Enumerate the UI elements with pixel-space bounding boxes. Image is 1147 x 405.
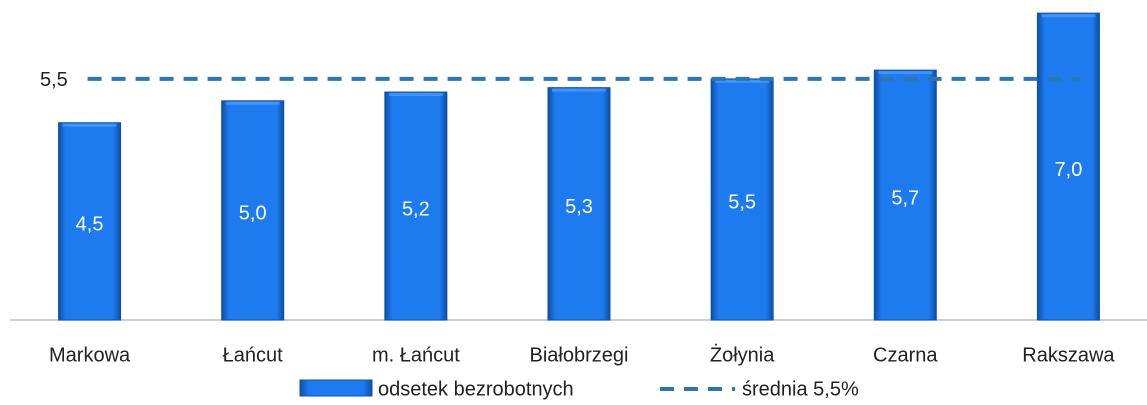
bar-highlight [715,79,770,83]
x-tick-label: Markowa [49,344,131,366]
bar [547,87,611,321]
bar [384,91,448,321]
bar-highlight [552,88,606,92]
data-label: 7,0 [1055,159,1083,181]
legend-label: odsetek bezrobotnych [378,378,574,400]
data-label: 5,0 [239,203,267,225]
legend-label: średnia 5,5% [742,378,859,400]
bar [58,122,122,321]
x-tick-label: Łańcut [223,344,283,366]
bar [221,100,285,321]
bar [1036,12,1100,321]
data-label: 5,5 [728,192,756,214]
bar-highlight [878,71,933,75]
bar [873,69,937,321]
bar-highlight [1041,14,1096,18]
data-label: 4,5 [76,214,104,236]
legend-swatch [299,379,373,397]
data-label: 5,3 [565,196,593,218]
bar-highlight [225,101,280,105]
data-label: 5,2 [402,198,430,220]
bar [710,78,774,321]
x-tick-label: Żołynia [710,343,775,366]
x-tick-label: Białobrzegi [530,344,629,366]
bar-highlight [388,93,443,97]
bar-highlight [62,123,117,127]
data-label: 5,7 [891,187,919,209]
x-tick-label: m. Łańcut [372,344,460,366]
average-label: 5,5 [40,69,68,91]
x-tick-label: Czarna [873,344,938,366]
x-tick-label: Rakszawa [1022,344,1115,366]
